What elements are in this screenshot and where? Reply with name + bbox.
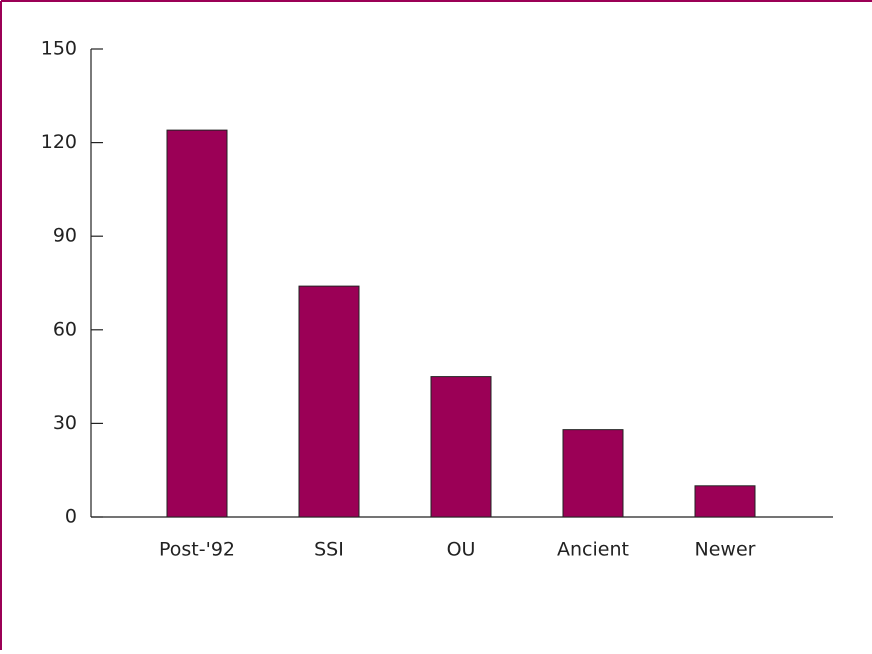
x-tick-label: SSI [314,539,344,561]
bar [562,429,624,518]
y-tick-label: 120 [41,131,77,153]
x-tick-label: OU [447,539,476,561]
y-tick-label: 30 [53,412,77,434]
x-tick-label: Newer [695,539,756,561]
y-tick-label: 0 [65,506,77,528]
x-tick-label: Ancient [557,539,629,561]
bar [694,485,756,518]
x-tick-label: Post-'92 [159,539,235,561]
bar [298,285,360,518]
y-tick-label: 60 [53,318,77,340]
y-tick-label: 150 [41,38,77,60]
y-tick-label: 90 [53,225,77,247]
bar [166,129,228,518]
bar [430,376,492,518]
